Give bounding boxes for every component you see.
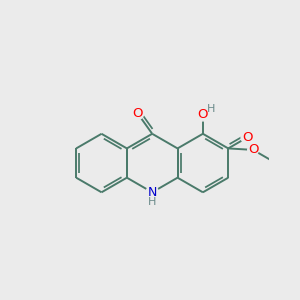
Text: N: N: [148, 186, 157, 199]
Text: H: H: [206, 103, 215, 114]
Text: O: O: [198, 108, 208, 121]
Circle shape: [241, 131, 254, 144]
Circle shape: [131, 107, 144, 119]
Text: O: O: [132, 107, 143, 120]
Circle shape: [146, 186, 158, 199]
Circle shape: [197, 109, 209, 121]
Text: O: O: [248, 143, 258, 156]
Text: O: O: [242, 131, 253, 144]
Text: H: H: [148, 196, 156, 206]
Circle shape: [248, 145, 259, 155]
